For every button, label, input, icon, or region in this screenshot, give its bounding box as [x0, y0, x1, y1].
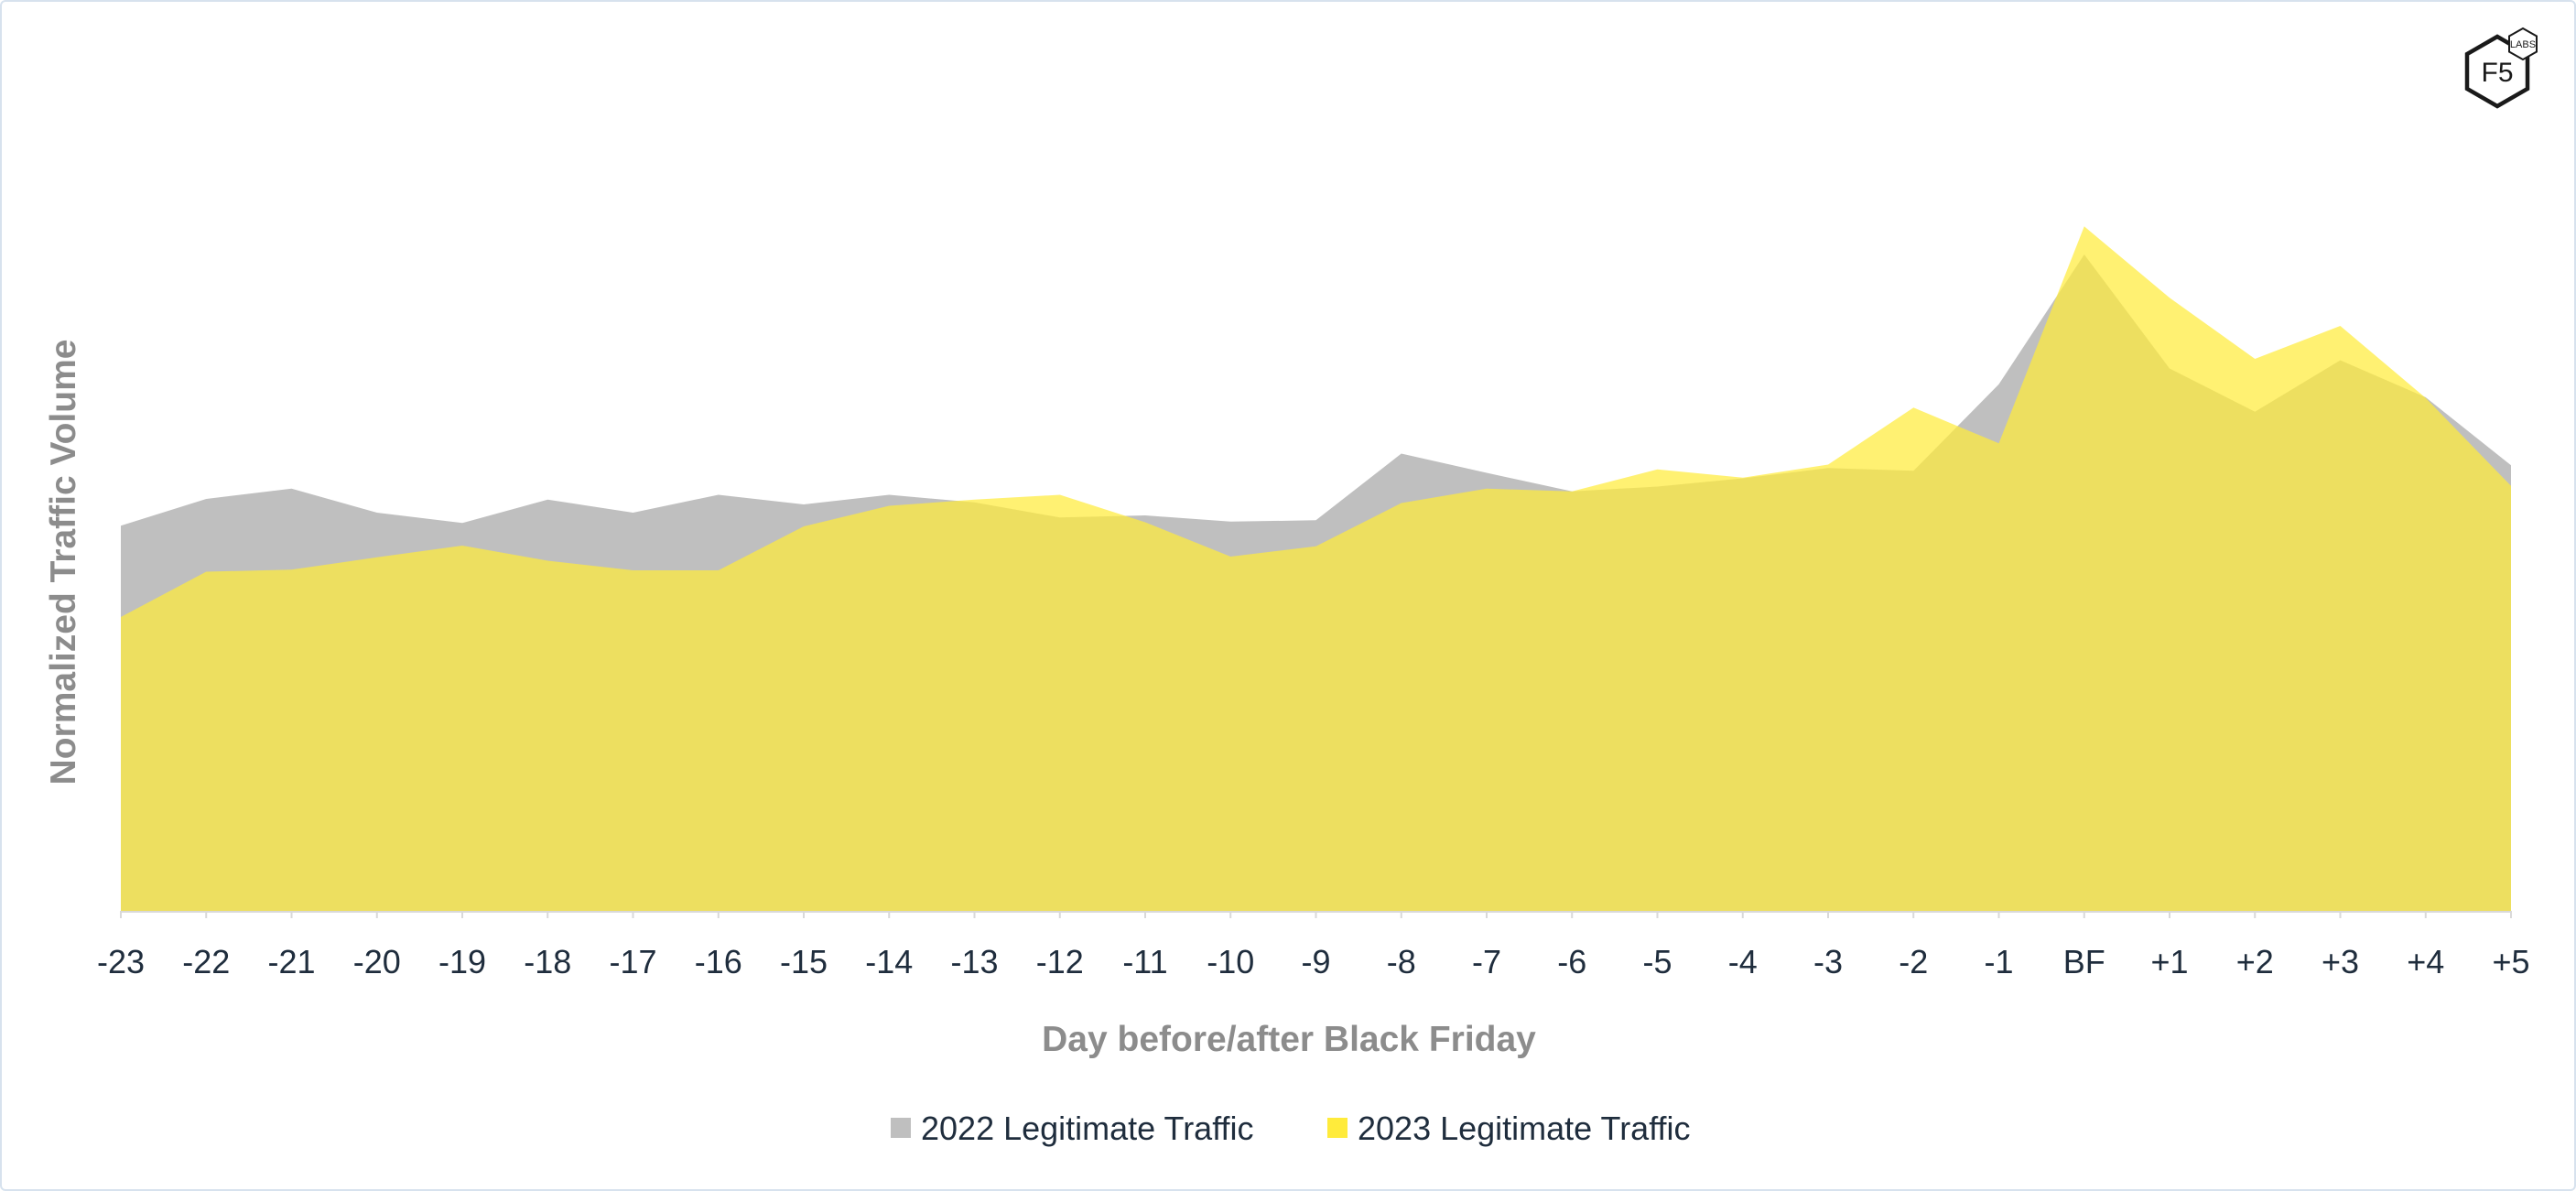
legend-swatch [1327, 1118, 1348, 1138]
legend: 2022 Legitimate Traffic 2023 Legitimate T… [891, 1110, 1691, 1147]
x-tick-label: -21 [267, 943, 315, 980]
x-tick-label: -20 [353, 943, 401, 980]
legend-label: 2023 Legitimate Traffic [1358, 1110, 1691, 1147]
x-tick-label: -16 [695, 943, 742, 980]
legend-item-2: 2023 Legitimate Traffic [1327, 1110, 1691, 1147]
x-tick-label: -23 [97, 943, 145, 980]
x-tick-label: -7 [1472, 943, 1501, 980]
plot-area [121, 226, 2511, 912]
x-tick-label: -2 [1899, 943, 1928, 980]
logo-text: F5 [2481, 58, 2513, 88]
x-tick-label: -9 [1301, 943, 1330, 980]
legend-swatch [891, 1118, 911, 1138]
x-tick-label: +4 [2407, 943, 2444, 980]
x-tick-label: -13 [950, 943, 998, 980]
x-tick-label: -1 [1984, 943, 2013, 980]
x-tick-label: +3 [2322, 943, 2359, 980]
x-tick-label: -4 [1728, 943, 1758, 980]
x-tick-label: +5 [2492, 943, 2529, 980]
x-tick-label: -3 [1813, 943, 1843, 980]
legend-item-1: 2022 Legitimate Traffic [891, 1110, 1254, 1147]
x-tick-label: -8 [1387, 943, 1416, 980]
x-tick-label: -12 [1036, 943, 1084, 980]
x-axis-title: Day before/after Black Friday [1042, 1020, 1536, 1059]
x-tick-label: -14 [865, 943, 913, 980]
x-tick-label: +1 [2150, 943, 2188, 980]
x-tick-label: -5 [1642, 943, 1672, 980]
x-tick-label: -19 [438, 943, 486, 980]
x-tick-label: -18 [524, 943, 571, 980]
x-tick-labels: -23 -22 -21 -20 -19 -18 -17 -16 -15 -14 -13 -12 -11 -… [97, 911, 2530, 980]
x-tick-label: -6 [1557, 943, 1586, 980]
y-axis-title: Normalized Traffic Volume [44, 340, 83, 785]
x-tick-label: BF [2063, 943, 2105, 980]
x-tick-label: -11 [1122, 943, 1167, 980]
logo-badge-hexagon [2508, 27, 2538, 61]
x-tick-label: -15 [780, 943, 828, 980]
logo-badge-text: LABS [2510, 39, 2536, 50]
legend-label: 2022 Legitimate Traffic [921, 1110, 1254, 1147]
f5-labs-logo: F5 LABS [2464, 27, 2538, 109]
x-tick-label: -22 [182, 943, 230, 980]
x-tick-label: +2 [2236, 943, 2274, 980]
x-tick-label: -10 [1207, 943, 1254, 980]
series-area-2 [121, 226, 2511, 912]
x-tick-label: -17 [609, 943, 656, 980]
